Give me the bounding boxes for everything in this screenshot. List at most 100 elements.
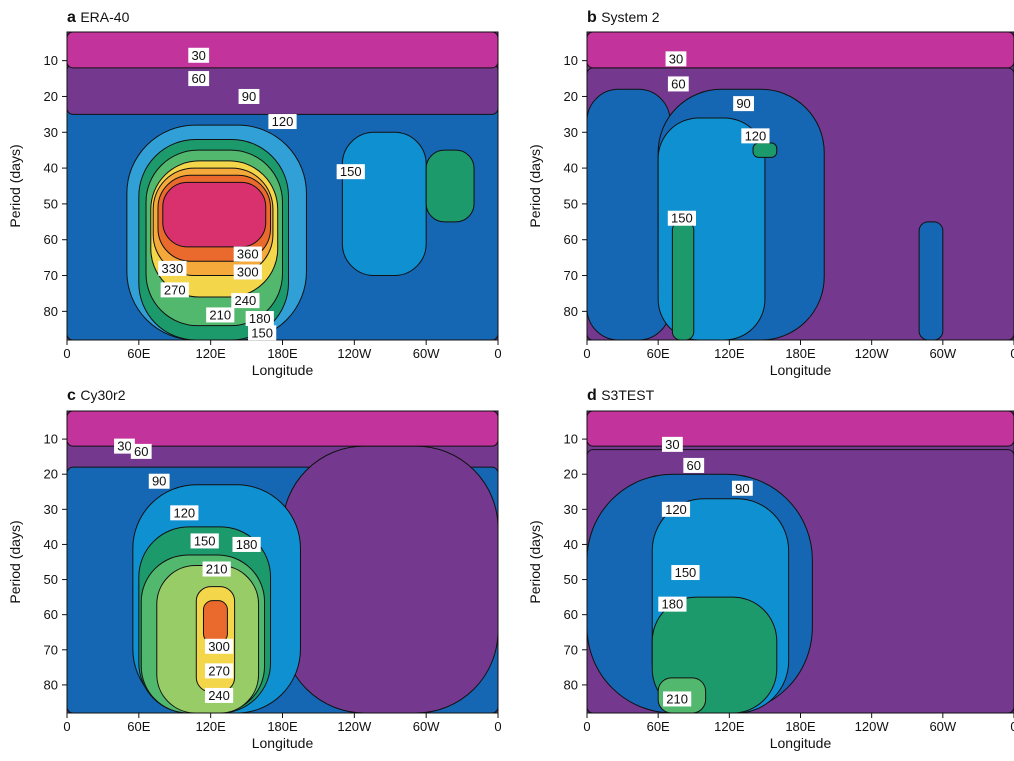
contour-region-210 [671, 221, 695, 340]
contour-label-box [158, 260, 187, 276]
y-tick-label: 50 [564, 196, 578, 211]
panel-letter: c [67, 387, 80, 404]
x-tick-label: 60W [929, 719, 956, 734]
x-tick-label: 120E [714, 719, 745, 734]
y-tick-label: 50 [44, 196, 58, 211]
y-tick-label: 70 [564, 268, 578, 283]
contour-label: 180 [662, 597, 684, 612]
contour-label: 60 [687, 458, 701, 473]
contour-label: 240 [235, 293, 257, 308]
x-axis-label: Longitude [252, 362, 314, 378]
y-tick-label: 80 [564, 677, 578, 692]
x-tick-label: 0 [494, 346, 501, 361]
y-tick-label: 30 [564, 502, 578, 517]
y-tick-label: 10 [564, 432, 578, 447]
y-tick-label: 70 [44, 642, 58, 657]
contour-label: 30 [191, 48, 205, 63]
contour-region-90 [67, 63, 498, 115]
y-tick-label: 80 [564, 304, 578, 319]
x-tick-label: 0 [63, 346, 70, 361]
y-tick-label: 40 [564, 161, 578, 176]
contour-label-box [731, 480, 753, 496]
panel-b: 30 60 90 120 150 0 60E 120E 180E 120W 60W 0 10 20 30 40… [527, 9, 1014, 378]
panel-letter: a [67, 9, 80, 26]
contour-label: 60 [134, 444, 148, 459]
y-axis-label: Period (days) [527, 144, 543, 227]
contour-region-30 [67, 411, 498, 447]
y-tick-label: 60 [564, 607, 578, 622]
contour-region-150 [341, 131, 427, 277]
contour-label-box [232, 536, 261, 552]
contour-label: 90 [735, 481, 749, 496]
x-tick-label: 60E [127, 719, 150, 734]
panel-name: S3TEST [601, 387, 654, 403]
plot-area-a [67, 32, 498, 340]
contour-region-30 [587, 411, 1014, 447]
contour-label-box [662, 436, 683, 452]
contour-label: 300 [237, 264, 259, 279]
contour-label: 210 [206, 562, 228, 577]
x-tick-label: 0 [583, 719, 590, 734]
x-axis-label: Longitude [770, 735, 832, 751]
contour-label: 240 [208, 688, 230, 703]
contour-label-box [188, 71, 210, 87]
contour-region-90 [282, 445, 498, 713]
contour-label: 90 [736, 96, 750, 111]
contour-region-360 [202, 600, 228, 644]
contour-label: 120 [665, 502, 687, 517]
contour-label: 180 [236, 537, 258, 552]
contour-label-box [661, 501, 691, 517]
contour-label-box [248, 325, 277, 341]
x-axis-label: Longitude [252, 735, 314, 751]
contour-label: 330 [162, 261, 184, 276]
contour-label: 60 [671, 76, 685, 91]
contour-label-box [148, 473, 170, 489]
x-tick-label: 0 [1010, 719, 1014, 734]
contour-label: 120 [173, 505, 195, 520]
contour-label: 270 [208, 663, 230, 678]
contour-label-box [206, 307, 235, 323]
panel-letter: b [587, 9, 601, 26]
y-tick-label: 20 [44, 89, 58, 104]
x-tick-label: 120W [337, 719, 372, 734]
panel-name: ERA-40 [80, 9, 129, 25]
contour-label-box [204, 687, 234, 703]
y-tick-label: 30 [44, 125, 58, 140]
panel-name: Cy30r2 [80, 387, 125, 403]
plot-area-c [67, 411, 498, 713]
contour-label: 300 [208, 639, 230, 654]
contour-region-120 [587, 88, 671, 340]
x-tick-label: 180E [785, 719, 816, 734]
contour-label-box [658, 596, 687, 612]
y-axis-label: Period (days) [7, 144, 23, 227]
contour-label-box [190, 533, 219, 549]
y-tick-label: 50 [564, 572, 578, 587]
contour-label-box [204, 663, 234, 679]
x-tick-label: 180E [785, 346, 816, 361]
panel-title: d S3TEST [587, 387, 655, 404]
y-tick-label: 10 [44, 53, 58, 68]
contour-label-box [114, 438, 135, 454]
contour-region-30 [67, 32, 498, 69]
contour-label-box [268, 114, 297, 130]
x-tick-label: 120E [195, 719, 226, 734]
contour-label-box [671, 565, 700, 581]
x-tick-label: 180E [267, 346, 298, 361]
contour-region-120 [918, 221, 944, 340]
x-tick-label: 60W [413, 346, 440, 361]
y-tick-label: 40 [44, 161, 58, 176]
contour-label: 90 [152, 474, 166, 489]
contour-label-box [733, 96, 754, 112]
y-tick-label: 60 [564, 232, 578, 247]
panel-title: c Cy30r2 [67, 387, 126, 404]
x-tick-label: 0 [63, 719, 70, 734]
contour-label-box [667, 76, 689, 92]
y-tick-label: 20 [564, 467, 578, 482]
contour-label: 30 [669, 51, 683, 66]
x-tick-label: 60E [647, 346, 670, 361]
contour-label: 90 [242, 89, 256, 104]
x-tick-label: 180E [267, 719, 298, 734]
y-tick-label: 80 [44, 304, 58, 319]
